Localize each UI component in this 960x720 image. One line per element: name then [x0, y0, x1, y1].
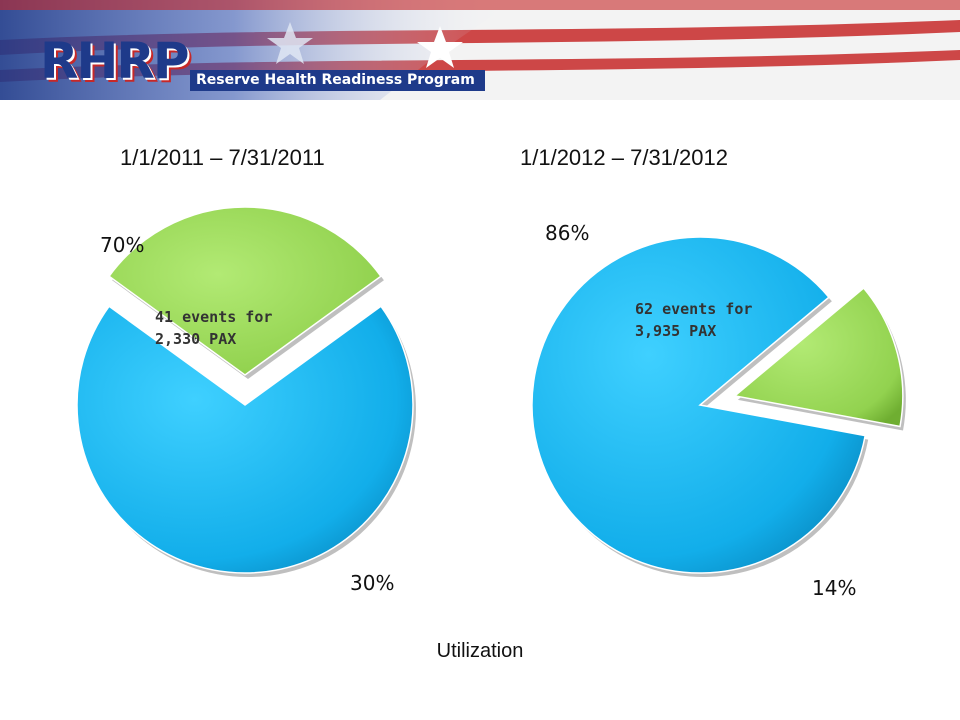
pie-0-slice-0: [76, 305, 414, 574]
slice-label-70: 70%: [100, 233, 145, 257]
period-title-2012: 1/1/2012 – 7/31/2012: [520, 145, 728, 170]
program-logo: RHRP: [40, 32, 189, 90]
annotation-2011-line-1: 41 events for: [155, 308, 273, 326]
annotation-2011: 41 events for 2,330 PAX: [155, 306, 272, 350]
program-tagline: Reserve Health Readiness Program: [190, 70, 485, 91]
chart-caption: Utilization: [436, 640, 524, 662]
annotation-2012-line-1: 62 events for: [635, 300, 753, 318]
pie-chart-2012: [531, 236, 906, 578]
header-banner: RHRP Reserve Health Readiness Program: [0, 0, 960, 100]
star-icon: [417, 26, 463, 68]
pie-1-slice-1: [733, 287, 904, 428]
annotation-2012: 62 events for 3,935 PAX: [635, 298, 752, 342]
star-icon: [267, 22, 313, 64]
flag-graphic: [0, 0, 960, 100]
slice-label-14: 14%: [812, 576, 857, 600]
annotation-2012-line-2: 3,935 PAX: [635, 322, 717, 340]
pie-1-slice-0: [531, 236, 867, 574]
pie-0-slice-1: [108, 206, 382, 376]
annotation-2011-line-2: 2,330 PAX: [155, 330, 237, 348]
slice-label-86: 86%: [545, 221, 590, 245]
period-title-2011: 1/1/2011 – 7/31/2011: [120, 145, 325, 170]
pie-chart-2011: [76, 206, 417, 578]
slice-label-30: 30%: [350, 571, 395, 595]
